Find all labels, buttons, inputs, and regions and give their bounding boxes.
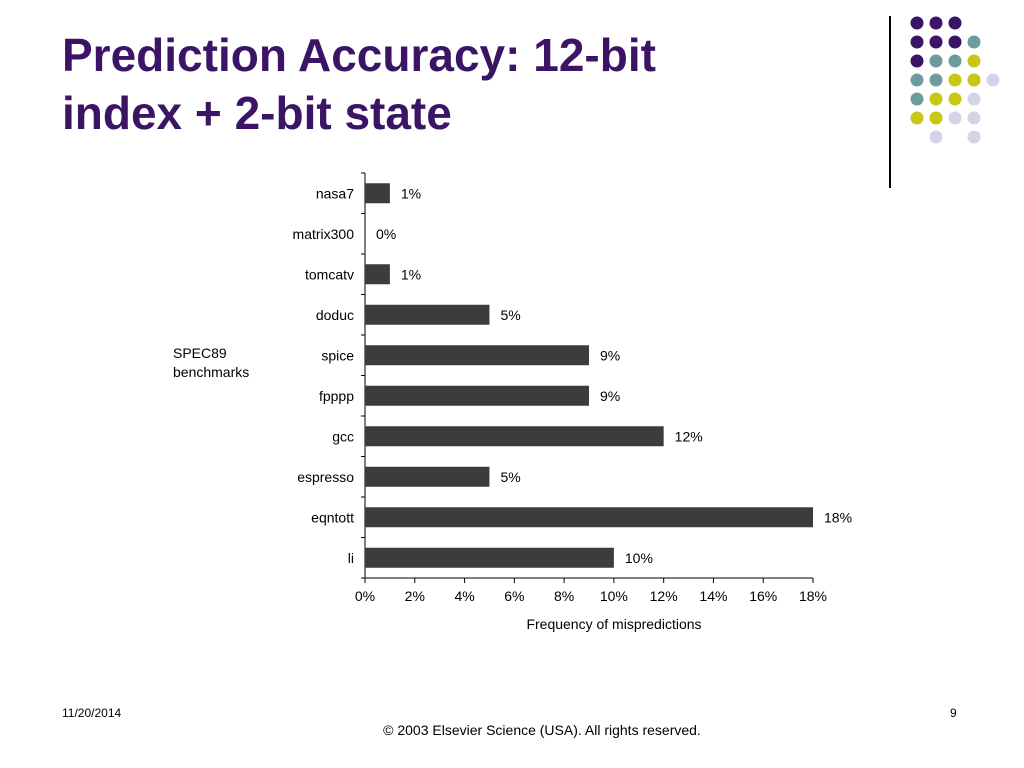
decor-dot [929, 92, 943, 106]
decorative-dot-grid [910, 16, 1000, 144]
category-label: espresso [297, 469, 354, 485]
decor-dot [929, 73, 943, 87]
category-label: spice [321, 347, 354, 363]
value-label: 5% [500, 469, 520, 485]
bar [365, 304, 490, 325]
decor-dot [929, 54, 943, 68]
decorative-vertical-rule [889, 16, 891, 188]
bar [365, 345, 589, 366]
x-tick-label: 6% [504, 588, 524, 604]
decor-dot [967, 35, 981, 49]
bar [365, 547, 614, 568]
category-label: doduc [316, 307, 354, 323]
decor-dot [910, 111, 924, 125]
decor-dot [910, 92, 924, 106]
bar [365, 466, 490, 487]
category-label: eqntott [311, 509, 354, 525]
slide-title: Prediction Accuracy: 12-bit index + 2-bi… [62, 26, 862, 142]
slide-title-line-1: Prediction Accuracy: 12-bit [62, 29, 656, 81]
decor-dot [967, 130, 981, 144]
value-label: 9% [600, 388, 620, 404]
decor-dot [948, 111, 962, 125]
value-label: 18% [824, 509, 852, 525]
x-tick-label: 0% [355, 588, 375, 604]
decor-dot [929, 35, 943, 49]
decor-dot [910, 54, 924, 68]
x-tick-label: 18% [799, 588, 827, 604]
value-label: 9% [600, 347, 620, 363]
decor-dot [929, 16, 943, 30]
decor-dot [986, 73, 1000, 87]
category-label: gcc [332, 428, 354, 444]
decor-dot [910, 35, 924, 49]
decor-dot [948, 16, 962, 30]
bar [365, 264, 390, 285]
slide-title-line-2: index + 2-bit state [62, 87, 452, 139]
value-label: 12% [675, 428, 703, 444]
value-label: 1% [401, 185, 421, 201]
value-label: 0% [376, 226, 396, 242]
copyright-notice: © 2003 Elsevier Science (USA). All right… [383, 722, 701, 738]
bar [365, 426, 664, 447]
bar [365, 183, 390, 204]
group-label-line-2: benchmarks [173, 364, 250, 380]
decor-dot [948, 73, 962, 87]
decor-dot [910, 73, 924, 87]
decor-dot [910, 16, 924, 30]
bar [365, 385, 589, 406]
footer-date: 11/20/2014 [62, 706, 122, 720]
decor-dot [948, 54, 962, 68]
decor-dot [948, 35, 962, 49]
decor-dot [929, 111, 943, 125]
x-tick-label: 8% [554, 588, 574, 604]
value-label: 5% [500, 307, 520, 323]
decor-dot [967, 92, 981, 106]
value-label: 10% [625, 550, 653, 566]
group-label-line-1: SPEC89 [173, 345, 227, 361]
decor-dot [929, 130, 943, 144]
value-label: 1% [401, 266, 421, 282]
category-label: li [348, 550, 354, 566]
category-label: matrix300 [293, 226, 355, 242]
x-tick-label: 4% [454, 588, 474, 604]
x-tick-label: 14% [699, 588, 727, 604]
decor-dot [948, 92, 962, 106]
x-tick-label: 12% [650, 588, 678, 604]
x-tick-label: 16% [749, 588, 777, 604]
category-label: fpppp [319, 388, 354, 404]
x-axis-label: Frequency of mispredictions [526, 616, 701, 632]
category-label: tomcatv [305, 266, 354, 282]
bar [365, 507, 813, 528]
decor-dot [967, 111, 981, 125]
x-tick-label: 10% [600, 588, 628, 604]
benchmark-group-label: SPEC89 benchmarks [173, 344, 249, 382]
page-number: 9 [950, 706, 957, 720]
decor-dot [967, 73, 981, 87]
x-tick-label: 2% [405, 588, 425, 604]
decor-dot [967, 54, 981, 68]
category-label: nasa7 [316, 185, 354, 201]
